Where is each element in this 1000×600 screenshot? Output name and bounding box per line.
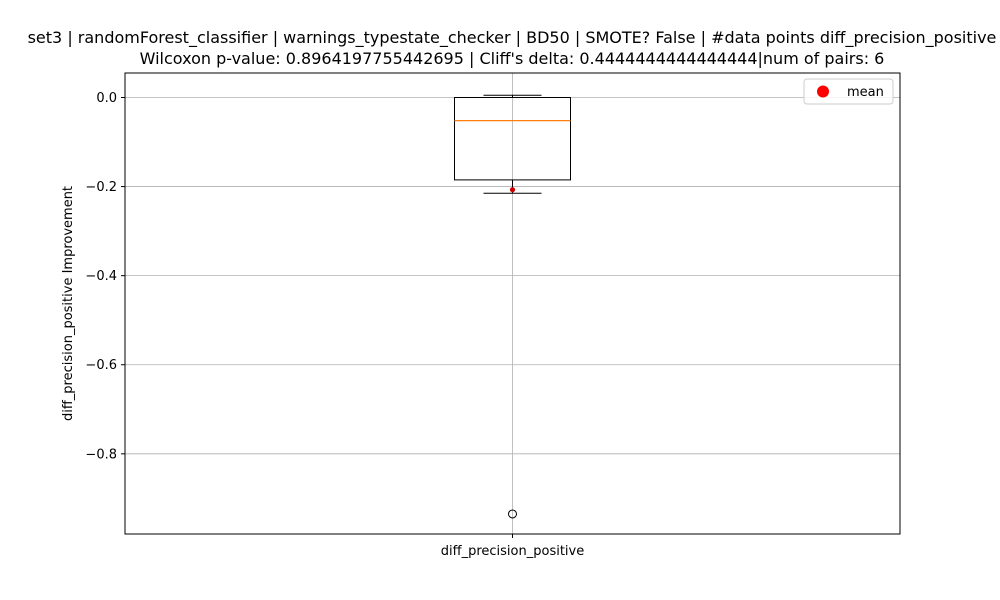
iqr-box [454,96,571,181]
chart-title-line2: Wilcoxon p-value: 0.8964197755442695 | C… [140,49,885,68]
grid-lines [125,73,900,534]
mean-point [509,187,516,193]
outlier-point [508,509,517,519]
y-axis-label: diff_precision_positive Improvement [61,186,76,421]
y-tick-label: 0.0 [96,91,117,106]
y-tick-label: −0.4 [85,269,117,284]
legend-frame [803,78,894,105]
legend-mean-marker [817,85,829,98]
y-tick-label: −0.2 [85,180,117,195]
chart-title-line1: set3 | randomForest_classifier | warning… [28,28,997,48]
box-element [454,94,571,519]
y-tick-label: −0.6 [85,358,117,373]
x-axis: diff_precision_positive [441,534,584,559]
y-tick-label: −0.8 [85,447,117,462]
legend: mean [803,78,894,105]
y-axis: 0.0 −0.2 −0.4 −0.6 −0.8 [85,91,125,462]
x-tick-label: diff_precision_positive [441,544,584,559]
legend-mean-label: mean [847,85,884,100]
